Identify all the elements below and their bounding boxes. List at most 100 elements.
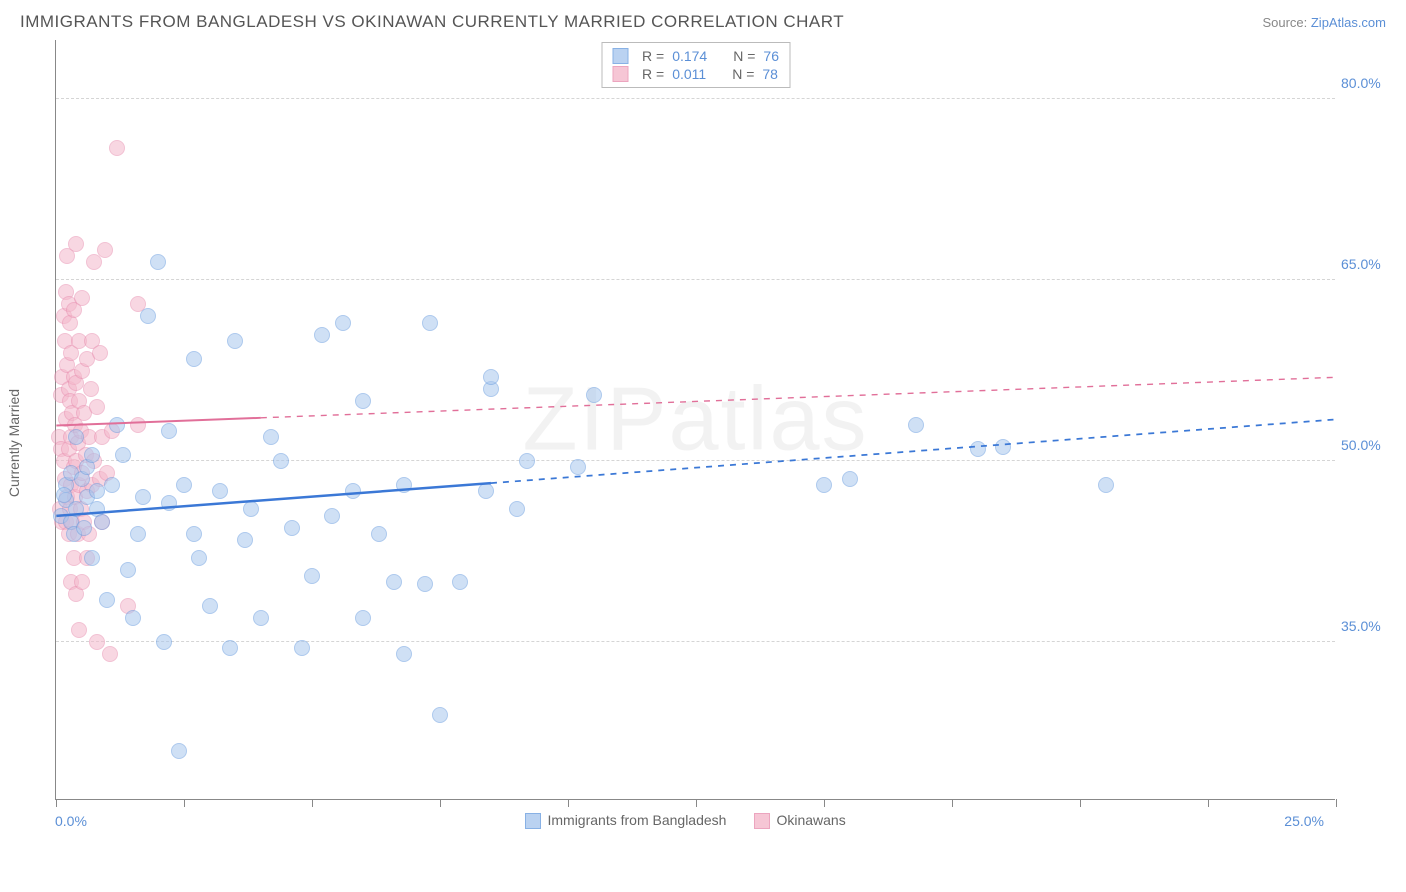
data-point (83, 381, 99, 397)
x-tick (952, 799, 953, 807)
data-point (84, 550, 100, 566)
data-point (140, 308, 156, 324)
data-point (417, 576, 433, 592)
gridline-h (56, 98, 1335, 99)
gridline-h (56, 641, 1335, 642)
x-tick (312, 799, 313, 807)
data-point (202, 598, 218, 614)
data-point (478, 483, 494, 499)
x-tick (56, 799, 57, 807)
data-point (109, 140, 125, 156)
x-tick (1080, 799, 1081, 807)
data-point (161, 495, 177, 511)
legend-swatch (525, 813, 541, 829)
data-point (84, 447, 100, 463)
x-tick (824, 799, 825, 807)
source-link[interactable]: ZipAtlas.com (1311, 15, 1386, 30)
data-point (294, 640, 310, 656)
legend-row: R = 0.011N = 78 (612, 65, 779, 83)
data-point (324, 508, 340, 524)
data-point (253, 610, 269, 626)
legend-swatch (612, 48, 628, 64)
x-tick (184, 799, 185, 807)
data-point (483, 369, 499, 385)
y-tick-label: 35.0% (1341, 618, 1397, 634)
chart-container: Currently Married ZIPatlas R = 0.174N = … (20, 40, 1386, 829)
data-point (284, 520, 300, 536)
x-tick (1208, 799, 1209, 807)
data-point (186, 351, 202, 367)
data-point (842, 471, 858, 487)
data-point (1098, 477, 1114, 493)
data-point (68, 429, 84, 445)
data-point (304, 568, 320, 584)
watermark: ZIPatlas (522, 368, 868, 471)
data-point (273, 453, 289, 469)
data-point (130, 417, 146, 433)
data-point (422, 315, 438, 331)
data-point (432, 707, 448, 723)
data-point (92, 345, 108, 361)
data-point (89, 399, 105, 415)
source-attribution: Source: ZipAtlas.com (1262, 15, 1386, 30)
data-point (76, 520, 92, 536)
plot-area: ZIPatlas R = 0.174N = 76R = 0.011N = 78 … (55, 40, 1335, 800)
legend-item: Immigrants from Bangladesh (525, 812, 726, 829)
y-axis-label: Currently Married (6, 389, 22, 497)
correlation-legend: R = 0.174N = 76R = 0.011N = 78 (601, 42, 790, 88)
data-point (150, 254, 166, 270)
legend-swatch (754, 813, 770, 829)
data-point (156, 634, 172, 650)
data-point (212, 483, 228, 499)
data-point (970, 441, 986, 457)
x-tick (696, 799, 697, 807)
data-point (89, 634, 105, 650)
x-axis-min: 0.0% (55, 813, 87, 829)
legend-item: Okinawans (754, 812, 845, 829)
legend-row: R = 0.174N = 76 (612, 47, 779, 65)
x-tick (1336, 799, 1337, 807)
data-point (186, 526, 202, 542)
data-point (68, 236, 84, 252)
data-point (995, 439, 1011, 455)
data-point (396, 477, 412, 493)
data-point (371, 526, 387, 542)
series-legend: Immigrants from Bangladesh Okinawans (525, 812, 845, 829)
data-point (171, 743, 187, 759)
data-point (191, 550, 207, 566)
data-point (115, 447, 131, 463)
data-point (519, 453, 535, 469)
x-axis-row: 0.0% Immigrants from Bangladesh Okinawans… (55, 812, 1386, 829)
data-point (71, 622, 87, 638)
x-axis-max: 25.0% (1284, 813, 1324, 829)
data-point (74, 290, 90, 306)
data-point (94, 514, 110, 530)
data-point (908, 417, 924, 433)
data-point (130, 526, 146, 542)
legend-swatch (612, 66, 628, 82)
data-point (109, 417, 125, 433)
trend-lines (56, 40, 1335, 799)
gridline-h (56, 279, 1335, 280)
y-tick-label: 50.0% (1341, 437, 1397, 453)
data-point (263, 429, 279, 445)
data-point (56, 487, 72, 503)
data-point (125, 610, 141, 626)
data-point (176, 477, 192, 493)
data-point (237, 532, 253, 548)
data-point (104, 477, 120, 493)
data-point (586, 387, 602, 403)
gridline-h (56, 460, 1335, 461)
data-point (816, 477, 832, 493)
x-tick (568, 799, 569, 807)
data-point (74, 574, 90, 590)
data-point (509, 501, 525, 517)
data-point (355, 610, 371, 626)
data-point (335, 315, 351, 331)
x-tick (440, 799, 441, 807)
chart-title: IMMIGRANTS FROM BANGLADESH VS OKINAWAN C… (20, 12, 844, 32)
data-point (161, 423, 177, 439)
data-point (355, 393, 371, 409)
y-tick-label: 65.0% (1341, 256, 1397, 272)
data-point (135, 489, 151, 505)
